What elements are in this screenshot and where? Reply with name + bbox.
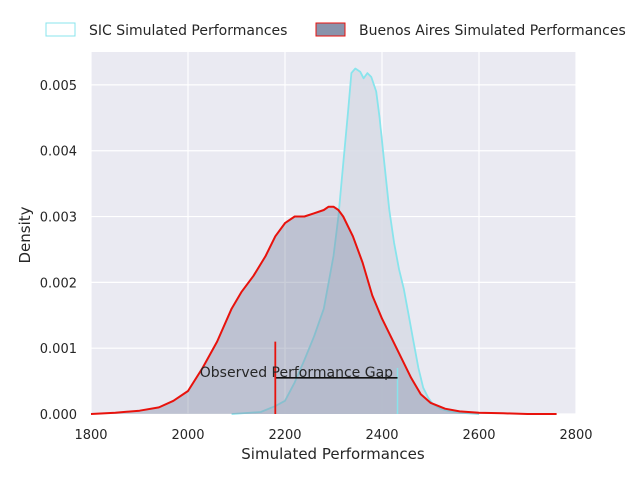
gridlines — [90, 52, 577, 415]
y-tick-labels: 0.000 0.001 0.002 0.003 0.004 0.005 — [40, 79, 77, 423]
y-tick-label: 0.000 — [40, 408, 77, 423]
y-tick-label: 0.005 — [40, 79, 77, 94]
x-tick-label: 2200 — [268, 428, 301, 443]
x-tick-labels: 1800 2000 2200 2400 2600 2800 — [74, 428, 592, 443]
density-areas — [90, 67, 557, 415]
gap-annotation-label: Observed Performance Gap — [200, 365, 393, 381]
x-tick-label: 2400 — [365, 428, 398, 443]
y-axis-label: Density — [16, 206, 34, 263]
x-tick-label: 2800 — [559, 428, 592, 443]
y-tick-label: 0.002 — [40, 276, 77, 291]
legend-swatch-buenos-aires — [315, 22, 346, 37]
legend-swatch-sic — [45, 22, 76, 37]
legend-label-buenos-aires: Buenos Aires Simulated Performances — [359, 23, 626, 39]
buenos-aires-area — [91, 206, 557, 414]
x-axis-label: Simulated Performances — [241, 445, 425, 463]
y-tick-label: 0.004 — [40, 145, 77, 160]
x-tick-label: 1800 — [74, 428, 107, 443]
y-tick-label: 0.001 — [40, 342, 77, 357]
x-tick-label: 2600 — [462, 428, 495, 443]
sic-curve — [231, 67, 480, 415]
legend: SIC Simulated Performances Buenos Aires S… — [45, 22, 626, 39]
gap-annotation: Observed Performance Gap — [200, 341, 399, 414]
y-tick-label: 0.003 — [40, 211, 77, 226]
buenos-aires-curve — [90, 205, 557, 415]
x-tick-label: 2000 — [171, 428, 204, 443]
legend-label-sic: SIC Simulated Performances — [89, 23, 287, 39]
